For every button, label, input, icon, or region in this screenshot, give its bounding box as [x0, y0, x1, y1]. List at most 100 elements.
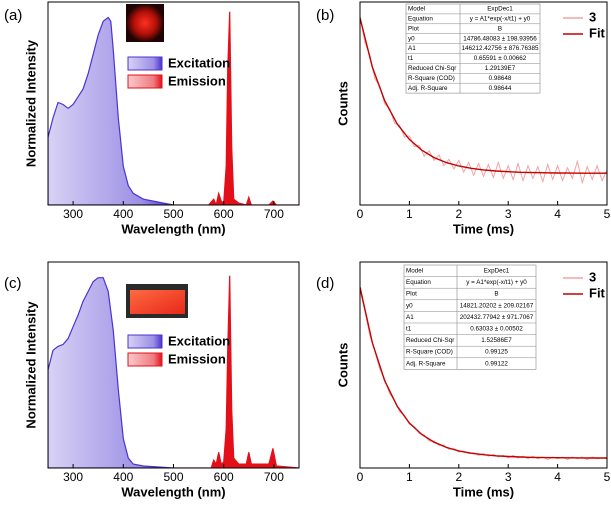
table-value: B: [498, 25, 502, 32]
table-value: 0.98644: [489, 85, 512, 92]
table-value: 0.98648: [489, 75, 512, 82]
y-axis-title: Normalized Intensity: [23, 39, 38, 167]
table-value: 202432.77942 ± 971.7067: [460, 314, 534, 321]
area: [173, 11, 299, 205]
area: [48, 277, 174, 468]
fit-table: [405, 3, 541, 94]
table-value: ExpDec1: [487, 6, 513, 13]
table-key: Model: [408, 6, 425, 13]
x-tick-label: 0: [357, 207, 364, 221]
x-tick-label: 400: [113, 470, 133, 484]
legend-label: Fit: [589, 285, 606, 300]
x-axis-title: Wavelength (nm): [121, 221, 225, 236]
x-tick-label: 300: [63, 470, 83, 484]
table-key: Adj. R-Square: [406, 360, 446, 367]
x-tick-label: 5: [604, 207, 611, 221]
series-line: [360, 289, 607, 461]
table-value: 1.52586E7: [481, 337, 512, 344]
area: [48, 16, 174, 205]
plot-area: [360, 15, 607, 185]
table-value: 14786.48083 ± 198.93956: [463, 35, 537, 42]
x-tick-label: 500: [163, 207, 183, 221]
table-key: Equation: [408, 16, 433, 23]
table-key: Adj. R-Square: [408, 85, 448, 92]
table-key: A1: [406, 314, 414, 321]
table-value: 0.99122: [485, 360, 508, 367]
sample-film: [130, 290, 185, 314]
table-key: Equation: [406, 279, 431, 286]
table-key: Plot: [408, 25, 419, 32]
series-line: [360, 17, 607, 174]
table-key: R-Square (COD): [406, 349, 453, 356]
x-tick-label: 600: [214, 207, 234, 221]
plot-area: [360, 286, 607, 461]
x-tick-label: 700: [264, 207, 284, 221]
x-tick-label: 3: [505, 470, 512, 484]
series-line: [360, 286, 607, 459]
x-axis-title: Time (ms): [453, 484, 514, 499]
x-tick-label: 0: [357, 470, 364, 484]
table-value: 0.65591 ± 0.00662: [474, 55, 527, 62]
y-axis-title: Counts: [335, 81, 350, 126]
x-tick-label: 600: [214, 470, 234, 484]
plot-frame: [359, 261, 608, 469]
x-tick-label: 4: [554, 207, 561, 221]
x-tick-label: 2: [455, 470, 462, 484]
table-key: y0: [408, 35, 415, 42]
table-key: Reduced Chi-Sqr: [408, 65, 456, 72]
panel-label: (c): [4, 275, 22, 292]
table-key: t1: [408, 55, 414, 62]
fit-table: [403, 264, 537, 370]
panel-label: (d): [316, 275, 334, 292]
table-value: B: [494, 291, 498, 298]
plot-frame: [359, 1, 608, 206]
legend-label: 3: [589, 9, 596, 24]
legend-swatch: [127, 56, 163, 71]
table-value: 14821.20202 ± 209.02167: [460, 302, 534, 309]
table-key: A1: [408, 45, 416, 52]
table-value: 0.63033 ± 0.00502: [470, 325, 523, 332]
legend-label: Excitation: [168, 333, 230, 348]
legend-label: Emission: [168, 351, 226, 366]
x-tick-label: 1: [406, 470, 413, 484]
x-tick-label: 400: [113, 207, 133, 221]
table-value: y = A1*exp(-x/t1) + y0: [466, 279, 527, 286]
table-value: 0.99125: [485, 349, 508, 356]
x-tick-label: 5: [604, 470, 611, 484]
legend-label: Emission: [168, 73, 226, 88]
plot-area: [48, 275, 299, 468]
legend-label: 3: [589, 269, 596, 284]
x-axis-title: Time (ms): [453, 221, 514, 236]
table-value: 146212.42756 ± 876.76385: [462, 45, 539, 52]
plot-area: [48, 11, 299, 205]
x-tick-label: 700: [264, 470, 284, 484]
x-tick-label: 1: [406, 207, 413, 221]
panel-label: (a): [4, 7, 22, 24]
table-value: ExpDec1: [484, 267, 510, 274]
panel-label: (b): [316, 7, 334, 24]
x-tick-label: 4: [554, 470, 561, 484]
sample-photo: [126, 4, 164, 42]
table-key: t1: [406, 325, 412, 332]
legend-label: Excitation: [168, 55, 230, 70]
table-key: Plot: [406, 291, 417, 298]
x-tick-label: 3: [505, 207, 512, 221]
x-axis-title: Wavelength (nm): [121, 484, 225, 499]
x-tick-label: 2: [455, 207, 462, 221]
table-key: Model: [406, 267, 423, 274]
y-axis-title: Counts: [335, 343, 350, 388]
legend-swatch: [127, 74, 163, 89]
legend-swatch: [127, 334, 163, 349]
legend-label: Fit: [589, 25, 606, 40]
x-tick-label: 500: [163, 470, 183, 484]
table-key: y0: [406, 302, 413, 309]
x-tick-label: 300: [63, 207, 83, 221]
area: [173, 275, 299, 468]
table-key: R-Square (COD): [408, 75, 455, 82]
table-value: 1.29139E7: [485, 65, 516, 72]
y-axis-title: Normalized Intensity: [23, 301, 38, 429]
table-value: y = A1*exp(-x/t1) + y0: [470, 16, 531, 23]
table-key: Reduced Chi-Sqr: [406, 337, 454, 344]
legend-swatch: [127, 352, 163, 367]
